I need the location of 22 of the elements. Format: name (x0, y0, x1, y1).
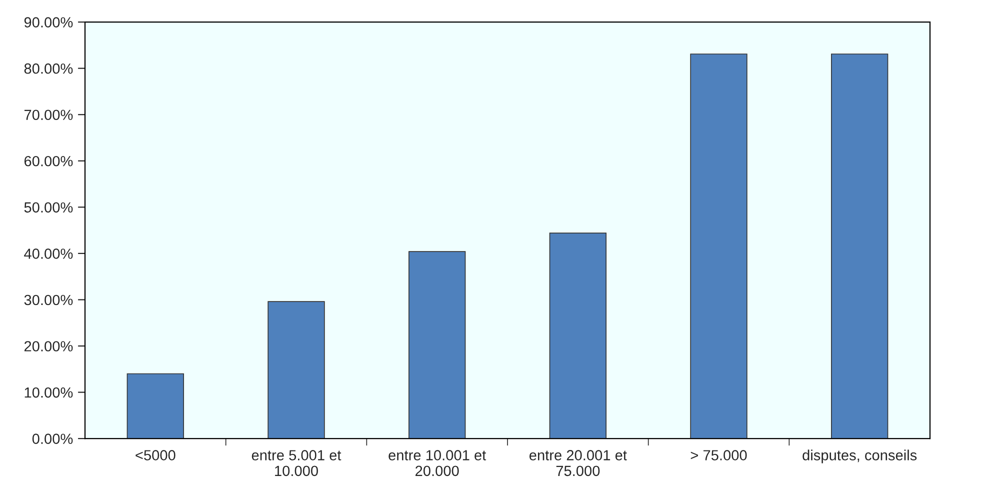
y-tick-label: 10.00% (24, 387, 73, 398)
y-tick-label: 0.00% (32, 434, 73, 444)
x-tick-label: disputes, conseils (802, 450, 917, 464)
x-tick-label: entre 20.001 et 75.000 (529, 450, 627, 476)
y-tick-label: 80.00% (24, 63, 73, 74)
y-tick-label: 90.00% (24, 17, 73, 28)
bar (126, 373, 184, 439)
y-tick-label: 50.00% (24, 202, 73, 213)
x-tick-label: entre 5.001 et 10.000 (252, 450, 342, 476)
bar (690, 54, 748, 439)
y-tick-label: 30.00% (24, 294, 73, 306)
y-tick-label: 40.00% (24, 248, 73, 259)
bar (268, 301, 325, 439)
y-tick-label: 70.00% (24, 110, 73, 120)
y-tick-label: 20.00% (24, 341, 73, 352)
bar (408, 251, 466, 439)
x-tick-label: <5000 (136, 450, 176, 460)
x-tick-label: entre 10.001 et 20.000 (388, 450, 486, 476)
bar (549, 232, 607, 439)
y-tick-label: 60.00% (24, 156, 73, 166)
bar (830, 54, 888, 439)
x-tick-label: > 75.000 (690, 450, 747, 460)
